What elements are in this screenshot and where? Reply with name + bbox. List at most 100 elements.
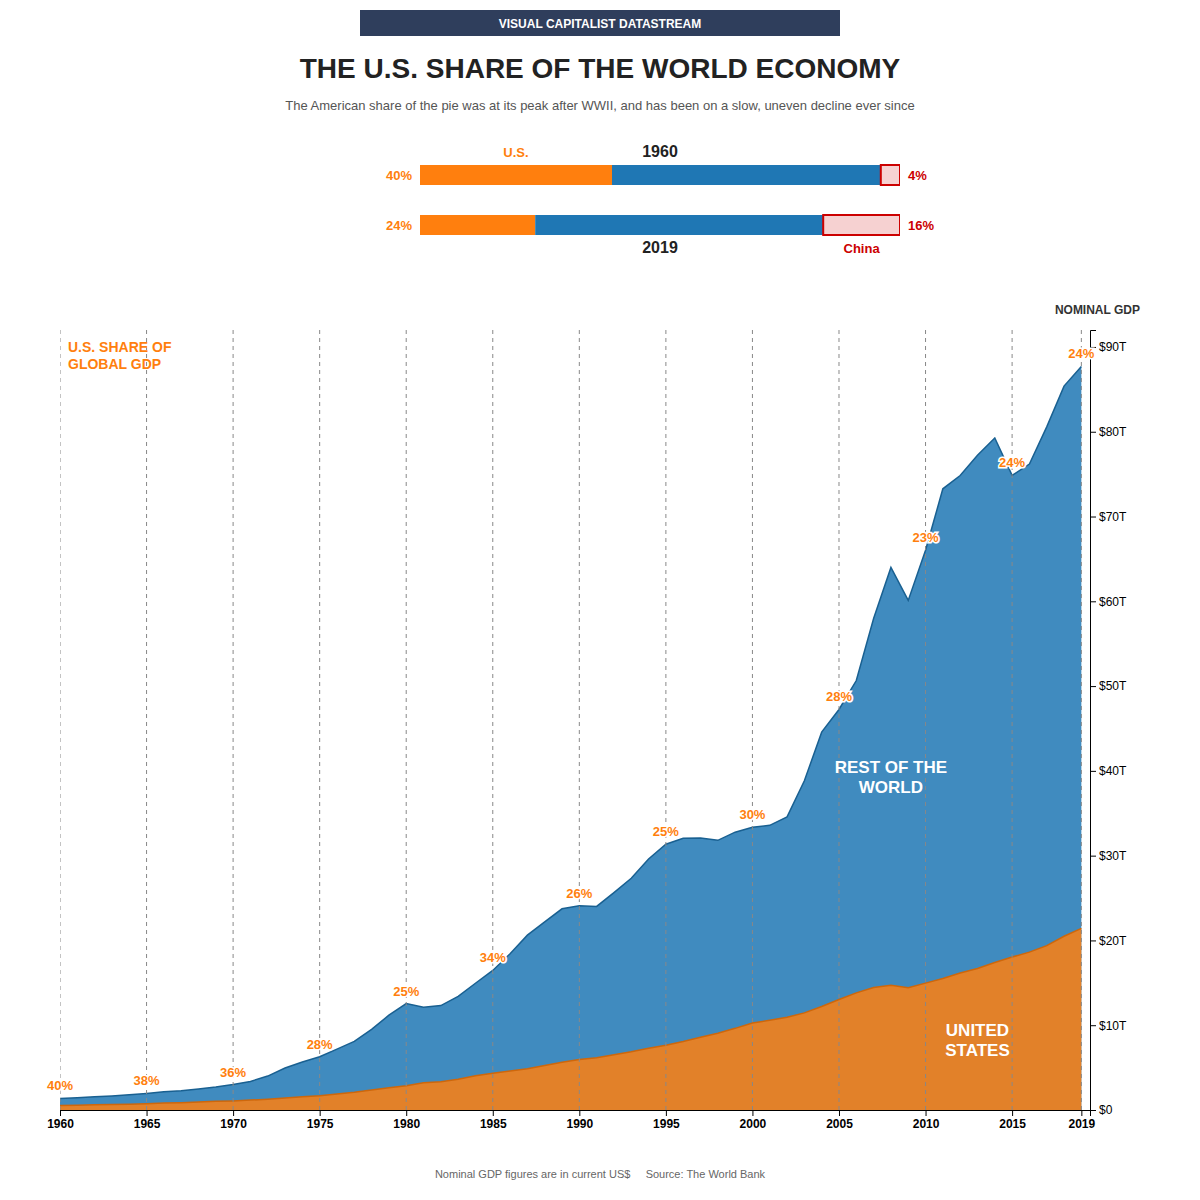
y-tick: $60T	[1090, 595, 1127, 609]
text-line: UNITED	[946, 1021, 1009, 1040]
x-tick-mark	[493, 1110, 494, 1116]
x-tick-mark	[147, 1110, 148, 1116]
x-tick-mark	[60, 1110, 61, 1116]
share-label: 40%	[47, 1078, 73, 1093]
bar	[612, 165, 881, 185]
area-top-line	[60, 928, 1081, 1105]
share-label: 25%	[393, 984, 419, 999]
share-label: 30%	[739, 807, 765, 822]
reference-line	[319, 330, 320, 1110]
x-tick-label: 2000	[740, 1117, 767, 1131]
y-tick-mark	[1090, 1110, 1096, 1111]
share-label: 28%	[307, 1037, 333, 1052]
x-tick: 2000	[740, 1110, 767, 1131]
inset-texts: 19602019U.S.China40%24%4%16%	[386, 143, 934, 256]
x-tick-mark	[406, 1110, 407, 1116]
x-axis-line	[61, 1111, 1091, 1117]
y-tick-label: $90T	[1099, 340, 1127, 354]
reference-line	[146, 330, 147, 1110]
x-tick-label: 2010	[913, 1117, 940, 1131]
data-label: 24%	[386, 218, 412, 233]
share-label: 38%	[134, 1073, 160, 1088]
text-line: REST OF THE	[835, 758, 947, 777]
share-label: 24%	[999, 455, 1025, 470]
x-axis: 1960 1965 1970 1975 1980 1985 1990 1995 2000 2005…	[47, 1110, 1095, 1131]
share-label: 36%	[220, 1065, 246, 1080]
x-tick-label: 2005	[826, 1117, 853, 1131]
y-tick-mark	[1090, 686, 1096, 687]
y-tick-label: $0	[1099, 1103, 1113, 1117]
y-tick-label: $30T	[1099, 849, 1127, 863]
share-label: 26%	[566, 886, 592, 901]
x-tick-mark	[579, 1110, 580, 1116]
y-tick-mark	[1090, 432, 1096, 433]
category-label: 2019	[642, 239, 678, 256]
x-tick-mark	[926, 1110, 927, 1116]
source-note: Nominal GDP figures are in current US$ S…	[435, 1168, 766, 1180]
y-tick: $50T	[1090, 679, 1127, 693]
x-tick: 1995	[653, 1110, 680, 1131]
series-label: UNITEDSTATES	[945, 1021, 1010, 1060]
y-tick: $70T	[1090, 510, 1127, 524]
reference-line	[838, 330, 839, 1110]
share-heading: U.S. SHARE OFGLOBAL GDP	[68, 339, 172, 372]
share-label: 34%	[480, 950, 506, 965]
y-axis: $0 $10T $20T $30T $40T $50T $60T $70T $80T $90T	[1090, 331, 1127, 1118]
area	[60, 928, 1081, 1110]
header-bar	[360, 10, 840, 36]
data-label: 4%	[908, 168, 927, 183]
y-tick: $20T	[1090, 934, 1127, 948]
x-tick-label: 1965	[134, 1117, 161, 1131]
bar	[881, 165, 900, 185]
y-tick-mark	[1090, 940, 1096, 941]
share-label: 23%	[913, 530, 939, 545]
header-text: VISUAL CAPITALIST DATASTREAM	[499, 17, 701, 31]
x-tick: 1960	[47, 1110, 74, 1131]
y-axis-title: NOMINAL GDP	[1055, 303, 1140, 317]
bar	[535, 215, 823, 235]
y-tick-label: $10T	[1099, 1019, 1127, 1033]
category-label: 1960	[642, 143, 678, 160]
x-tick: 1965	[134, 1110, 161, 1131]
series-label: REST OF THEWORLD	[835, 758, 947, 797]
x-tick-label: 1995	[653, 1117, 680, 1131]
plot-area	[60, 330, 1081, 1110]
x-tick: 1980	[393, 1110, 420, 1131]
text-line: GLOBAL GDP	[68, 356, 161, 372]
x-tick-label: 1990	[566, 1117, 593, 1131]
x-tick-mark	[1012, 1110, 1013, 1116]
x-tick: 1975	[307, 1110, 334, 1131]
y-tick: $80T	[1090, 425, 1127, 439]
share-label: 25%	[653, 824, 679, 839]
x-tick-mark	[233, 1110, 234, 1116]
reference-line	[492, 330, 493, 1110]
plot-texts: 1960 1965 1970 1975 1980 1985 1990 1995 2000 2005…	[47, 303, 1140, 1131]
y-tick-label: $80T	[1099, 425, 1127, 439]
reference-line	[752, 330, 753, 1110]
y-tick-label: $70T	[1099, 510, 1127, 524]
x-tick-label: 1960	[47, 1117, 74, 1131]
y-tick-label: $40T	[1099, 764, 1127, 778]
x-tick-mark	[839, 1110, 840, 1116]
x-tick-mark	[1081, 1110, 1082, 1116]
x-tick-label: 1980	[393, 1117, 420, 1131]
data-label: 40%	[386, 168, 412, 183]
y-tick: $0	[1090, 1103, 1113, 1117]
title: THE U.S. SHARE OF THE WORLD ECONOMY	[300, 53, 901, 84]
x-tick: 2005	[826, 1110, 853, 1131]
x-tick-label: 1985	[480, 1117, 507, 1131]
y-tick: $10T	[1090, 1019, 1127, 1033]
y-tick-label: $50T	[1099, 679, 1127, 693]
series-label: U.S.	[503, 145, 528, 160]
x-tick: 1970	[220, 1110, 247, 1131]
text-line: STATES	[945, 1041, 1010, 1060]
y-tick-mark	[1090, 856, 1096, 857]
x-tick-label: 1975	[307, 1117, 334, 1131]
inset-bars	[420, 165, 900, 235]
text-line: U.S. SHARE OF	[68, 339, 172, 355]
reference-line	[60, 330, 61, 1110]
reference-line	[1012, 330, 1013, 1110]
reference-line	[233, 330, 234, 1110]
reference-line	[665, 330, 666, 1110]
data-label: 16%	[908, 218, 934, 233]
